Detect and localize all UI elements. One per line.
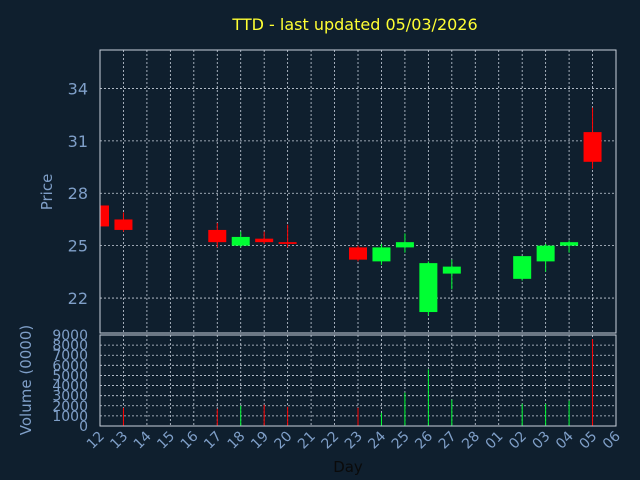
chart-title: TTD - last updated 05/03/2026 bbox=[231, 15, 477, 34]
price-tick-label: 31 bbox=[68, 132, 88, 151]
candle-body bbox=[255, 238, 274, 243]
candle-body bbox=[231, 236, 250, 246]
volume-tick-label: 5000 bbox=[52, 368, 88, 384]
price-tick-label: 25 bbox=[68, 237, 88, 256]
candle-body bbox=[114, 219, 133, 230]
candle-body bbox=[442, 266, 461, 274]
candle-body bbox=[583, 132, 602, 162]
volume-tick-label: 6000 bbox=[52, 358, 88, 374]
candle-body bbox=[208, 229, 227, 243]
volume-tick-label: 8000 bbox=[52, 338, 88, 354]
volume-tick-label: 0 bbox=[79, 419, 88, 435]
price-tick-label: 28 bbox=[68, 184, 88, 203]
candle-body bbox=[349, 247, 367, 260]
volume-bars bbox=[122, 339, 594, 426]
candle-body bbox=[513, 256, 532, 279]
price-tick-label: 34 bbox=[68, 79, 88, 98]
volume-axis-label: Volume (0000) bbox=[17, 325, 35, 435]
volume-tick-label: 4000 bbox=[52, 379, 88, 395]
price-axis-label: Price bbox=[38, 174, 56, 211]
price-tick-label: 22 bbox=[68, 289, 88, 308]
volume-tick-label: 1000 bbox=[52, 409, 88, 425]
volume-tick-label: 3000 bbox=[52, 389, 88, 405]
price-grid bbox=[99, 50, 617, 333]
candle-body bbox=[278, 242, 297, 244]
candle-body bbox=[100, 205, 109, 227]
volume-tick-label: 2000 bbox=[52, 399, 88, 415]
volume-tick-label: 9000 bbox=[52, 328, 88, 344]
volume-tick-label: 7000 bbox=[52, 348, 88, 364]
candle-body bbox=[372, 247, 391, 262]
volume-panel-frame bbox=[99, 334, 617, 427]
candle-body bbox=[395, 242, 414, 248]
price-candles bbox=[99, 107, 602, 316]
candle-body bbox=[560, 242, 579, 246]
candle-body bbox=[536, 245, 555, 262]
price-panel-frame bbox=[99, 49, 617, 334]
candle-body bbox=[419, 263, 438, 313]
x-axis-label: Day bbox=[333, 458, 363, 476]
